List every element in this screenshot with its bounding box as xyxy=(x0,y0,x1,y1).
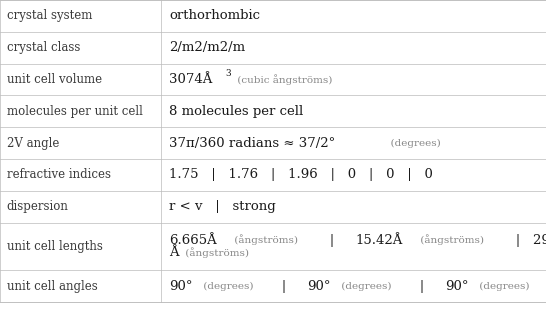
Text: crystal system: crystal system xyxy=(7,9,92,22)
Text: crystal class: crystal class xyxy=(7,41,80,54)
Text: (cubic ångströms): (cubic ångströms) xyxy=(234,74,333,85)
Text: 2V angle: 2V angle xyxy=(7,137,59,150)
Text: (ångströms): (ångströms) xyxy=(231,234,298,245)
Text: orthorhombic: orthorhombic xyxy=(169,9,260,22)
Text: 3: 3 xyxy=(225,69,231,78)
Text: |: | xyxy=(269,280,299,293)
Text: |   29.9: | 29.9 xyxy=(503,234,546,247)
Text: dispersion: dispersion xyxy=(7,200,68,213)
Text: (degrees): (degrees) xyxy=(200,282,253,291)
Text: 6.665Å: 6.665Å xyxy=(169,234,217,247)
Text: r < v   |   strong: r < v | strong xyxy=(169,200,276,213)
Text: (degrees): (degrees) xyxy=(384,138,441,148)
Text: 15.42Å: 15.42Å xyxy=(356,234,403,247)
Text: (ångströms): (ångströms) xyxy=(417,234,484,245)
Text: unit cell lengths: unit cell lengths xyxy=(7,240,103,253)
Text: unit cell volume: unit cell volume xyxy=(7,73,102,86)
Text: (degrees): (degrees) xyxy=(476,282,529,291)
Text: (degrees): (degrees) xyxy=(337,282,391,291)
Text: 3074Å: 3074Å xyxy=(169,73,212,86)
Text: Å: Å xyxy=(169,246,179,259)
Text: unit cell angles: unit cell angles xyxy=(7,280,97,293)
Text: |: | xyxy=(317,234,347,247)
Text: 37π/360 radians ≈ 37/2°: 37π/360 radians ≈ 37/2° xyxy=(169,137,335,150)
Text: molecules per unit cell: molecules per unit cell xyxy=(7,105,143,118)
Text: 90°: 90° xyxy=(169,280,193,293)
Text: 2/m2/m2/m: 2/m2/m2/m xyxy=(169,41,245,54)
Text: 90°: 90° xyxy=(307,280,331,293)
Text: (ångströms): (ångströms) xyxy=(181,248,248,258)
Text: |: | xyxy=(407,280,437,293)
Text: 90°: 90° xyxy=(446,280,469,293)
Text: refractive indices: refractive indices xyxy=(7,168,110,182)
Text: 8 molecules per cell: 8 molecules per cell xyxy=(169,105,304,118)
Text: 1.75   |   1.76   |   1.96   |   0   |   0   |   0: 1.75 | 1.76 | 1.96 | 0 | 0 | 0 xyxy=(169,168,433,182)
